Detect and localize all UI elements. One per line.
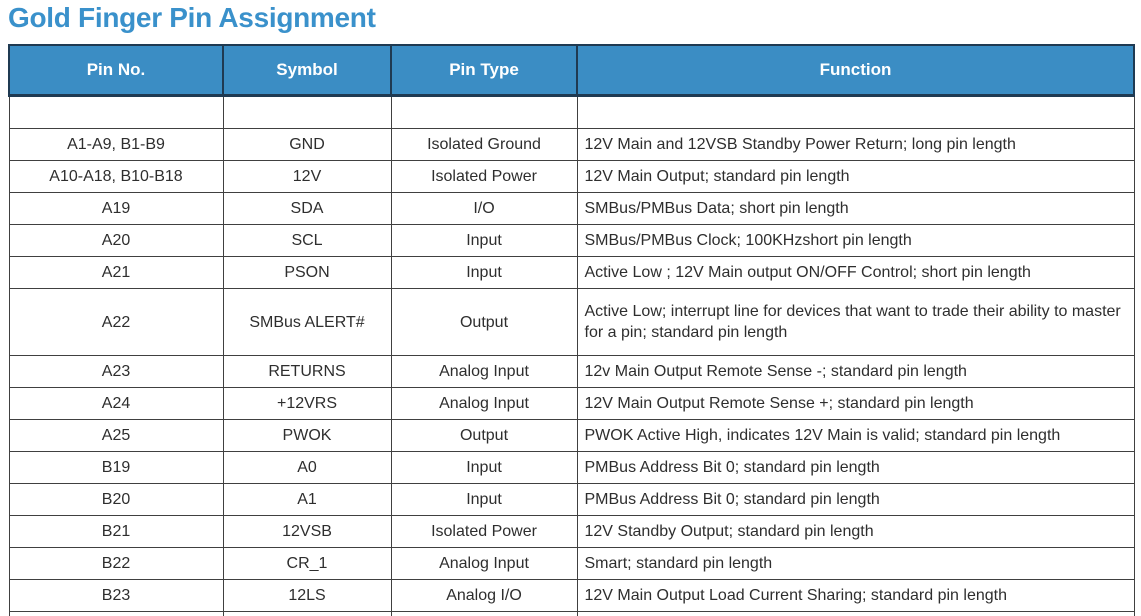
pin-type-cell: Input <box>390 224 578 257</box>
pin-type-cell: Analog Input <box>390 355 578 388</box>
table-body: A1-A9, B1-B9 GND Isolated Ground 12V Mai… <box>8 95 1135 616</box>
pin-type-cell: Input <box>390 256 578 289</box>
pin-no-cell: A24 <box>8 387 224 420</box>
function-cell: SMBus/PMBus Clock; 100KHzshort pin lengt… <box>576 224 1135 257</box>
column-header-pin-type: Pin Type <box>390 44 578 97</box>
function-cell: Active Low; interrupt line for devices t… <box>576 288 1135 356</box>
symbol-cell: GND <box>222 128 392 161</box>
function-cell: 12V Main Output; standard pin length <box>576 160 1135 193</box>
header-gap-cell <box>8 95 224 129</box>
table-row: B20 A1 Input PMBus Address Bit 0; standa… <box>8 483 1135 516</box>
pin-no-cell: A19 <box>8 192 224 225</box>
table-row: A20 SCL Input SMBus/PMBus Clock; 100KHzs… <box>8 224 1135 257</box>
pin-no-cell: B22 <box>8 547 224 580</box>
table-header: Pin No. Symbol Pin Type Function <box>8 44 1135 97</box>
symbol-cell: SCL <box>222 224 392 257</box>
function-cell: Active Low ; 12V Main output ON/OFF Cont… <box>576 256 1135 289</box>
table-row: B19 A0 Input PMBus Address Bit 0; standa… <box>8 451 1135 484</box>
pin-no-cell: A10-A18, B10-B18 <box>8 160 224 193</box>
symbol-cell: PSON <box>222 256 392 289</box>
pin-no-cell: B20 <box>8 483 224 516</box>
function-cell: PMBus Address Bit 0; standard pin length <box>576 451 1135 484</box>
pin-assignment-table: Pin No. Symbol Pin Type Function A1-A9, … <box>8 44 1135 616</box>
pin-type-cell: Analog Input <box>390 547 578 580</box>
table-row: B22 CR_1 Analog Input Smart; standard pi… <box>8 547 1135 580</box>
symbol-cell: SMBus ALERT# <box>222 288 392 356</box>
header-gap-cell <box>390 95 578 129</box>
pin-type-cell: Analog Input <box>390 387 578 420</box>
symbol-cell: A1 <box>222 483 392 516</box>
pin-type-cell: Isolated Power <box>390 515 578 548</box>
table-row: A24 +12VRS Analog Input 12V Main Output … <box>8 387 1135 420</box>
function-cell: 12V Main and 12VSB Standby Power Return;… <box>576 128 1135 161</box>
symbol-cell: A0 <box>222 451 392 484</box>
function-cell: PSU is present or not; standard pin leng… <box>576 611 1135 616</box>
function-cell: PWOK Active High, indicates 12V Main is … <box>576 419 1135 452</box>
function-cell: Smart; standard pin length <box>576 547 1135 580</box>
table-row: A23 RETURNS Analog Input 12v Main Output… <box>8 355 1135 388</box>
pin-no-cell: B21 <box>8 515 224 548</box>
column-header-pin-no: Pin No. <box>8 44 224 97</box>
pin-no-cell: B23 <box>8 579 224 612</box>
pin-no-cell: A20 <box>8 224 224 257</box>
symbol-cell: 12V <box>222 160 392 193</box>
symbol-cell: SDA <box>222 192 392 225</box>
table-row: B24 Present Output PSU is present or not… <box>8 611 1135 616</box>
symbol-cell: CR_1 <box>222 547 392 580</box>
table-row: A1-A9, B1-B9 GND Isolated Ground 12V Mai… <box>8 128 1135 161</box>
pin-no-cell: A23 <box>8 355 224 388</box>
function-cell: 12v Main Output Remote Sense -; standard… <box>576 355 1135 388</box>
symbol-cell: RETURNS <box>222 355 392 388</box>
table-row: A25 PWOK Output PWOK Active High, indica… <box>8 419 1135 452</box>
symbol-cell: 12LS <box>222 579 392 612</box>
function-cell: 12V Main Output Remote Sense +; standard… <box>576 387 1135 420</box>
function-cell: SMBus/PMBus Data; short pin length <box>576 192 1135 225</box>
pin-type-cell: Output <box>390 611 578 616</box>
pin-no-cell: B19 <box>8 451 224 484</box>
pin-type-cell: Analog I/O <box>390 579 578 612</box>
pin-no-cell: A21 <box>8 256 224 289</box>
pin-type-cell: Isolated Power <box>390 160 578 193</box>
symbol-cell: +12VRS <box>222 387 392 420</box>
header-gap-cell <box>222 95 392 129</box>
header-gap-row <box>8 95 1135 129</box>
table-row: A10-A18, B10-B18 12V Isolated Power 12V … <box>8 160 1135 193</box>
pin-type-cell: Input <box>390 483 578 516</box>
pin-no-cell: A25 <box>8 419 224 452</box>
pin-no-cell: A22 <box>8 288 224 356</box>
function-cell: 12V Standby Output; standard pin length <box>576 515 1135 548</box>
pin-no-cell: B24 <box>8 611 224 616</box>
header-gap-cell <box>576 95 1135 129</box>
pin-type-cell: I/O <box>390 192 578 225</box>
table-row: A19 SDA I/O SMBus/PMBus Data; short pin … <box>8 192 1135 225</box>
function-cell: PMBus Address Bit 0; standard pin length <box>576 483 1135 516</box>
pin-type-cell: Output <box>390 419 578 452</box>
symbol-cell: Present <box>222 611 392 616</box>
column-header-symbol: Symbol <box>222 44 392 97</box>
table-row: A22 SMBus ALERT# Output Active Low; inte… <box>8 288 1135 356</box>
symbol-cell: 12VSB <box>222 515 392 548</box>
pin-type-cell: Output <box>390 288 578 356</box>
pin-type-cell: Isolated Ground <box>390 128 578 161</box>
symbol-cell: PWOK <box>222 419 392 452</box>
header-row: Pin No. Symbol Pin Type Function <box>8 44 1135 97</box>
column-header-function: Function <box>576 44 1135 97</box>
table-row: B23 12LS Analog I/O 12V Main Output Load… <box>8 579 1135 612</box>
table-row: A21 PSON Input Active Low ; 12V Main out… <box>8 256 1135 289</box>
function-cell: 12V Main Output Load Current Sharing; st… <box>576 579 1135 612</box>
pin-no-cell: A1-A9, B1-B9 <box>8 128 224 161</box>
pin-type-cell: Input <box>390 451 578 484</box>
page-title: Gold Finger Pin Assignment <box>8 2 376 33</box>
table-row: B21 12VSB Isolated Power 12V Standby Out… <box>8 515 1135 548</box>
